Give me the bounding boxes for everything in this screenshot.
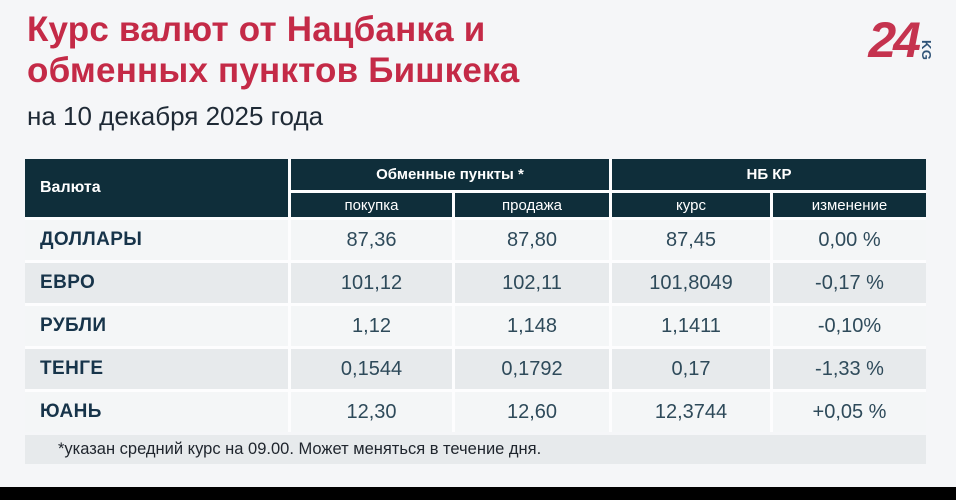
col-header-currency: Валюта — [25, 159, 288, 217]
change-cell: -0,17 % — [773, 263, 926, 303]
rates-table: Валюта Обменные пункты * НБ КР покупка п… — [25, 159, 926, 432]
sell-cell: 87,80 — [455, 220, 609, 260]
change-cell: -0,10% — [773, 306, 926, 346]
change-cell: -1,33 % — [773, 349, 926, 389]
logo-kg-text: KG — [919, 39, 934, 61]
sell-cell: 102,11 — [455, 263, 609, 303]
buy-cell: 1,12 — [291, 306, 452, 346]
col-header-sell: продажа — [455, 193, 609, 217]
rate-cell: 0,17 — [612, 349, 770, 389]
buy-cell: 87,36 — [291, 220, 452, 260]
col-group-nbkr: НБ КР — [612, 159, 926, 190]
date-subtitle: на 10 декабря 2025 года — [27, 101, 324, 131]
footnote: *указан средний курс на 09.00. Может мен… — [25, 435, 926, 464]
footnote-text: *указан средний курс на 09.00. Может мен… — [58, 440, 542, 458]
change-cell: +0,05 % — [773, 392, 926, 432]
buy-cell: 101,12 — [291, 263, 452, 303]
rate-cell: 87,45 — [612, 220, 770, 260]
col-header-rate: курс — [612, 193, 770, 217]
currency-cell: РУБЛИ — [25, 306, 288, 346]
buy-cell: 0,1544 — [291, 349, 452, 389]
logo-24kg: 24 KG — [868, 12, 934, 68]
currency-cell: ТЕНГЕ — [25, 349, 288, 389]
bottom-black-bar — [0, 487, 956, 500]
sell-cell: 0,1792 — [455, 349, 609, 389]
currency-cell: ДОЛЛАРЫ — [25, 220, 288, 260]
page-title-line2: обменных пунктов Бишкека — [27, 50, 520, 90]
page-title: Курс валют от Нацбанка и обменных пунктов… — [27, 10, 519, 92]
currency-cell: ЮАНЬ — [25, 392, 288, 432]
page-title-line1: Курс валют от Нацбанка и — [27, 10, 486, 49]
col-header-buy: покупка — [291, 193, 452, 217]
sell-cell: 12,60 — [455, 392, 609, 432]
rate-cell: 1,1411 — [612, 306, 770, 346]
buy-cell: 12,30 — [291, 392, 452, 432]
rate-cell: 12,3744 — [612, 392, 770, 432]
sell-cell: 1,148 — [455, 306, 609, 346]
col-group-exchange-offices: Обменные пункты * — [291, 159, 609, 190]
logo-24-text: 24 — [868, 12, 921, 68]
currency-cell: ЕВРО — [25, 263, 288, 303]
rate-cell: 101,8049 — [612, 263, 770, 303]
col-header-change: изменение — [773, 193, 926, 217]
change-cell: 0,00 % — [773, 220, 926, 260]
